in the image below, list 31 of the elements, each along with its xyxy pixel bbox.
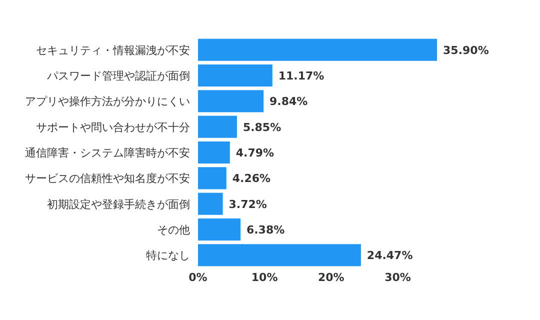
data-label: 4.26%	[232, 172, 271, 186]
data-label: 24.47%	[366, 249, 413, 262]
bar	[198, 141, 230, 164]
data-label: 3.72%	[228, 198, 267, 211]
y-tick-label: 特になし	[146, 249, 190, 262]
y-tick-label: サービスの信頼性や知名度が不安	[25, 172, 190, 186]
bar	[198, 38, 438, 61]
y-tick-label: パスワード管理や認証が面倒	[46, 70, 190, 82]
data-label: 11.17%	[278, 70, 324, 82]
y-tick-label: サポートや問い合わせが不十分	[36, 120, 190, 134]
y-tick-label: 初期設定や登録手続きが面倒	[47, 198, 190, 211]
data-label: 35.90%	[443, 44, 489, 57]
bar	[198, 244, 361, 266]
y-tick-label: その他	[157, 224, 190, 236]
x-tick-label: 20%	[318, 271, 344, 284]
bar	[198, 64, 272, 87]
y-tick-label: 通信障害・システム障害時が不安	[25, 146, 190, 160]
bar	[198, 218, 240, 241]
bar	[198, 90, 264, 112]
x-tick-label: 10%	[251, 271, 278, 284]
bar	[198, 116, 237, 138]
data-label: 4.79%	[236, 146, 274, 160]
data-label: 6.38%	[246, 224, 285, 236]
y-tick-label: アプリや操作方法が分かりにくい	[25, 95, 190, 108]
data-label: 5.85%	[242, 120, 282, 134]
bar	[198, 167, 226, 190]
bar	[198, 192, 223, 215]
x-tick-label: 0%	[188, 271, 208, 284]
data-label: 9.84%	[270, 95, 308, 108]
x-tick-label: 30%	[384, 271, 411, 284]
y-tick-label: セキュリティ・情報漏洩が不安	[36, 44, 190, 57]
